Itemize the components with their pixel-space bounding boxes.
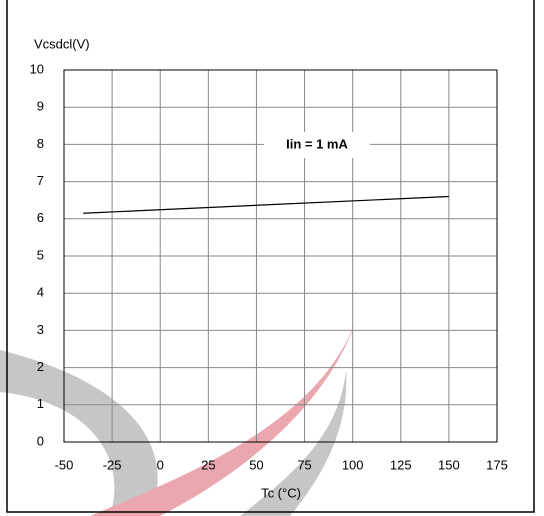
- y-tick-label: 4: [37, 285, 44, 300]
- watermark-arc: [240, 370, 347, 516]
- x-tick-label: 0: [157, 457, 164, 472]
- plot-border: [63, 69, 498, 443]
- x-tick-label: 175: [486, 457, 508, 472]
- watermark-swoosh: [90, 318, 357, 516]
- x-tick-label: 100: [342, 457, 364, 472]
- y-tick-label: 9: [37, 99, 44, 114]
- y-axis-label: Vcsdcl(V): [34, 36, 90, 51]
- x-tick-label: -25: [103, 457, 122, 472]
- y-tick-label: 7: [37, 173, 44, 188]
- y-tick-label: 5: [37, 247, 44, 262]
- y-tick-label: 8: [37, 136, 44, 151]
- y-tick-label: 6: [37, 210, 44, 225]
- annotation-bg: [264, 132, 370, 158]
- data-line: [83, 195, 449, 214]
- annotation: Iin = 1 mA: [286, 136, 348, 151]
- x-tick-label: -50: [55, 457, 74, 472]
- frame: [6, 0, 535, 513]
- y-tick-label: 2: [37, 359, 44, 374]
- x-tick-label: 125: [390, 457, 412, 472]
- x-tick-label: 50: [249, 457, 263, 472]
- y-tick-label: 10: [30, 61, 44, 76]
- x-axis-label: Tc (°C): [261, 485, 301, 500]
- y-tick-label: 3: [37, 322, 44, 337]
- x-tick-label: 25: [201, 457, 215, 472]
- x-tick-label: 75: [297, 457, 311, 472]
- watermark: [0, 318, 357, 516]
- watermark-arc: [0, 350, 158, 516]
- y-tick-label: 0: [37, 433, 44, 448]
- x-tick-label: 150: [438, 457, 460, 472]
- y-tick-label: 1: [37, 396, 44, 411]
